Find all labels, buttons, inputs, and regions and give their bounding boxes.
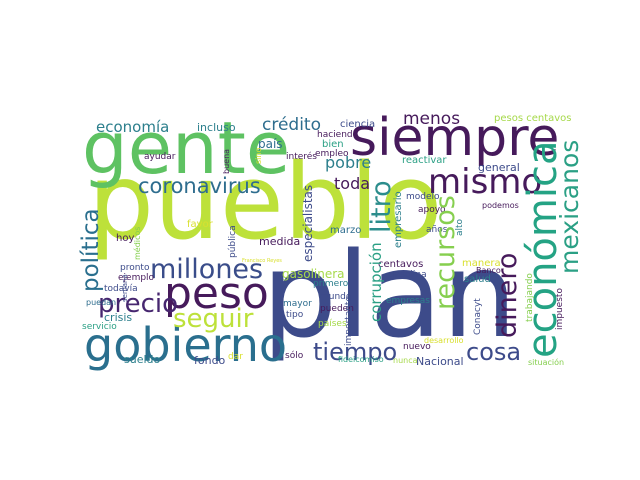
word-peso: peso [164, 268, 269, 319]
word-nacional: Nacional [416, 355, 464, 368]
word-seguir: seguir [173, 304, 254, 334]
word-importante: importante [344, 295, 354, 346]
word-marzo: marzo [330, 225, 362, 236]
word-general: general [478, 161, 520, 174]
word-nunca: nunca [393, 356, 418, 365]
word-pueblo: pueblo [88, 141, 443, 263]
word-sueldo: sueldo [124, 353, 161, 366]
word-trabajando: trabajando [525, 273, 535, 322]
word-conacyt: Conacyt [473, 298, 483, 335]
word-ciencia: ciencia [340, 119, 376, 130]
word-credito: crédito [262, 115, 322, 135]
word-desarrollo: desarrollo [424, 336, 464, 345]
word-plan: plan [262, 226, 517, 364]
word-mayor: mayor [283, 299, 312, 309]
word-mundo: mundo [320, 292, 352, 302]
word-medicos: médicos [133, 226, 142, 260]
word-puedan: puedan [86, 298, 117, 307]
word-pais: país [258, 137, 283, 151]
word-mexicanos: mexicanos [555, 139, 584, 274]
word-impuesto: impuesto [555, 288, 565, 330]
word-situacion: situación [528, 358, 565, 367]
word-corrupcion: corrupción [367, 242, 385, 322]
word-ejemplo: ejemplo [118, 273, 155, 283]
word-manera: manera [462, 258, 501, 269]
word-favor: favor [187, 219, 213, 230]
word-primero: primero [313, 279, 349, 289]
word-paises: países [318, 319, 347, 329]
word-hoy: hoy [116, 233, 135, 244]
word-gente: gente [82, 106, 291, 190]
word-semana: semana [121, 274, 129, 302]
word-haciendo: haciendo [317, 130, 359, 140]
word-especialistas: especialistas [301, 184, 315, 262]
word-fondo: fondo [194, 354, 226, 367]
word-coronavirus: coronavirus [138, 174, 261, 198]
word-fideicomiso: fideicomiso [338, 355, 384, 364]
word-salud: salud [464, 274, 491, 285]
word-servicio: servicio [82, 322, 117, 332]
word-tiempo: tiempo [313, 338, 398, 366]
word-mismo: mismo [428, 162, 543, 202]
word-pobre: pobre [325, 153, 372, 172]
word-dar: dar [228, 352, 243, 362]
word-toda: toda [334, 174, 371, 193]
word-modelo: modelo [406, 192, 440, 202]
word-todavia: todavía [104, 284, 138, 294]
word-siempre: siempre [350, 108, 560, 168]
word-buena: buena [222, 148, 231, 174]
word-empleo: empleo [315, 149, 349, 159]
word-millones: millones [150, 254, 264, 285]
word-politica: política [78, 208, 104, 292]
word-tipo: tipo [286, 310, 304, 320]
word-dinero: dinero [492, 252, 523, 338]
word-solo: sólo [285, 351, 304, 361]
word-reactivar: reactivar [402, 155, 447, 166]
word-economia: economía [96, 118, 170, 136]
word-medida: medida [259, 235, 301, 248]
word-menos: menos [403, 109, 461, 129]
word-bien: bien [322, 139, 344, 150]
word-pronto: pronto [120, 263, 150, 273]
word-cosa: cosa [466, 338, 522, 366]
word-anos: años [426, 225, 448, 235]
word-banco: Banco [476, 266, 501, 275]
word-sino: sino [254, 147, 263, 164]
word-ayudar: ayudar [144, 152, 176, 162]
word-podemos: podemos [482, 201, 519, 210]
word-interes: interés [286, 152, 317, 162]
word-francisco-reyes: Francisco Reyes [242, 258, 282, 264]
word-alto: alto [455, 218, 465, 236]
word-apoyo: apoyo [418, 205, 446, 215]
word-incluso: incluso [197, 121, 236, 134]
word-litro: litro [366, 180, 397, 233]
word-empresario: empresario [393, 191, 404, 248]
word-pesos-centavos: pesos centavos [494, 113, 572, 124]
word-gobierno: gobierno [84, 318, 288, 372]
word-pueden: pueden [320, 304, 354, 314]
word-nuevo: nuevo [403, 342, 431, 352]
word-empresas: empresas [386, 296, 430, 306]
word-gasolina: gasolina [389, 270, 427, 280]
word-precio: precio [98, 289, 179, 319]
word-publica: pública [228, 225, 238, 258]
word-gasolinera: gasolinera [282, 267, 345, 281]
word-recursos: recursos [430, 195, 461, 310]
word-crisis: crisis [104, 311, 133, 324]
word-centavos: centavos [378, 259, 424, 270]
